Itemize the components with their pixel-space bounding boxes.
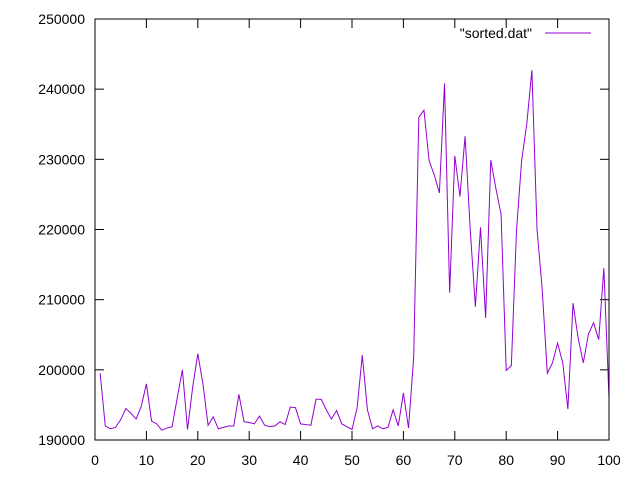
x-tick-label: 20 (190, 452, 206, 468)
y-tick-label: 190000 (38, 432, 85, 448)
series-line (99, 70, 610, 431)
y-tick-label: 240000 (38, 81, 85, 97)
x-tick-label: 80 (498, 452, 514, 468)
x-tick-label: 90 (550, 452, 566, 468)
legend-label: "sorted.dat" (460, 25, 532, 41)
y-tick-label: 210000 (38, 292, 85, 308)
plot-border (94, 18, 610, 441)
series-layer (99, 70, 610, 431)
x-tick-label: 40 (293, 452, 309, 468)
x-tick-label: 30 (241, 452, 257, 468)
y-tick-label: 250000 (38, 11, 85, 27)
legend: "sorted.dat" (460, 25, 591, 41)
x-axis-ticks: 0 10 20 30 40 50 60 70 80 90 100 (91, 19, 621, 468)
x-tick-label: 50 (344, 452, 360, 468)
y-tick-label: 230000 (38, 151, 85, 167)
y-axis-ticks: 190000 200000 210000 220000 230000 240000 2500… (38, 11, 609, 448)
y-tick-label: 220000 (38, 222, 85, 238)
x-tick-label: 100 (597, 452, 621, 468)
x-tick-label: 0 (91, 452, 99, 468)
x-tick-label: 60 (396, 452, 412, 468)
x-tick-label: 10 (139, 452, 155, 468)
y-tick-label: 200000 (38, 362, 85, 378)
x-tick-label: 70 (447, 452, 463, 468)
